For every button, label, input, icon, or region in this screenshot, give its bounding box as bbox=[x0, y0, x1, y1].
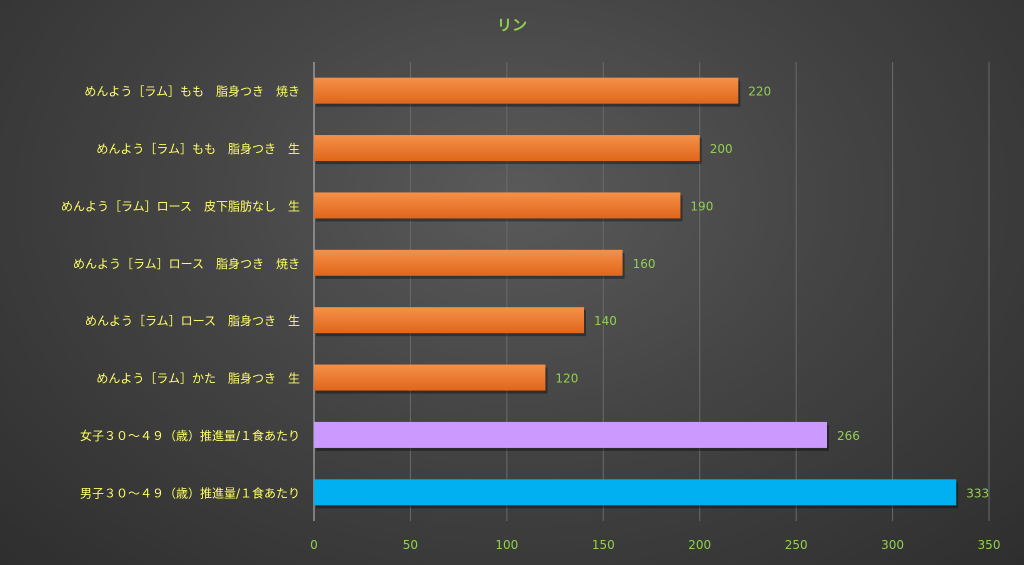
x-tick-label: 50 bbox=[403, 538, 418, 552]
x-tick-label: 300 bbox=[881, 538, 904, 552]
category-label: めんよう［ラム］もも 脂身つき 焼き bbox=[84, 84, 300, 99]
bar bbox=[314, 249, 623, 276]
bar bbox=[314, 135, 700, 162]
category-label: 男子３０～４９（歳）推進量/１食あたり bbox=[80, 485, 300, 500]
data-label: 220 bbox=[748, 85, 771, 99]
bar bbox=[314, 77, 739, 104]
x-tick-label: 350 bbox=[978, 538, 1001, 552]
x-tick-label: 0 bbox=[310, 538, 318, 552]
chart-title: リン bbox=[497, 16, 527, 34]
category-label: めんよう［ラム］ロース 脂身つき 生 bbox=[85, 313, 300, 328]
category-label: 女子３０～４９（歳）推進量/１食あたり bbox=[80, 428, 300, 443]
data-label: 266 bbox=[837, 429, 860, 443]
bar bbox=[314, 192, 681, 219]
category-label: めんよう［ラム］かた 脂身つき 生 bbox=[96, 371, 300, 386]
bar bbox=[314, 479, 957, 506]
data-label: 333 bbox=[966, 486, 989, 500]
data-label: 190 bbox=[690, 199, 713, 213]
category-label: めんよう［ラム］ロース 皮下脂肪なし 生 bbox=[61, 198, 300, 213]
x-tick-label: 150 bbox=[592, 538, 615, 552]
data-label: 200 bbox=[710, 142, 733, 156]
bar bbox=[314, 307, 584, 334]
labels: 0 50 100 150 200 250 300 350 220 めんよう［ラム］もも 脂身つき … bbox=[61, 84, 1001, 552]
data-label: 160 bbox=[633, 257, 656, 271]
data-label: 120 bbox=[555, 372, 578, 386]
gridlines bbox=[313, 62, 990, 521]
x-tick-label: 250 bbox=[785, 538, 808, 552]
x-tick-label: 100 bbox=[495, 538, 518, 552]
x-tick-label: 200 bbox=[688, 538, 711, 552]
bar bbox=[314, 421, 827, 448]
category-label: めんよう［ラム］ロース 脂身つき 焼き bbox=[73, 256, 300, 271]
category-label: めんよう［ラム］もも 脂身つき 生 bbox=[96, 141, 300, 156]
bars bbox=[314, 77, 959, 509]
bar bbox=[314, 364, 546, 391]
data-label: 140 bbox=[594, 314, 617, 328]
